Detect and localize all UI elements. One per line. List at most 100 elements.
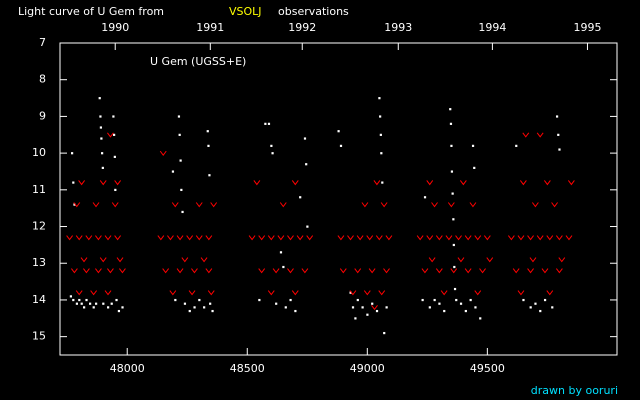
y-tick-label: 14 xyxy=(32,293,46,306)
x2-tick-label: 1992 xyxy=(288,21,316,34)
observation-point xyxy=(450,170,454,173)
upper-limit-mark xyxy=(99,180,107,186)
observation-point xyxy=(379,115,382,118)
upper-limit-mark xyxy=(248,235,256,241)
upper-limit-mark xyxy=(558,257,566,263)
observation-point xyxy=(452,218,455,221)
observation-point xyxy=(371,302,374,305)
observation-point xyxy=(85,298,88,302)
observation-point xyxy=(121,306,124,309)
upper-limit-mark xyxy=(474,235,482,241)
observation-point xyxy=(209,302,212,305)
upper-limit-mark xyxy=(83,268,90,274)
observation-point xyxy=(177,115,181,118)
observation-point xyxy=(179,159,182,162)
observation-point xyxy=(92,306,95,309)
upper-limit-mark xyxy=(301,268,309,274)
observation-point xyxy=(112,115,115,118)
upper-limit-mark xyxy=(195,202,203,208)
observation-point xyxy=(337,130,340,133)
upper-limit-mark xyxy=(428,257,436,263)
x2-tick-label: 1990 xyxy=(101,21,129,34)
observation-point xyxy=(349,291,352,294)
observation-point xyxy=(471,144,475,147)
observation-point xyxy=(279,251,283,254)
observation-point xyxy=(117,309,121,313)
upper-limit-mark xyxy=(205,235,213,241)
observation-point xyxy=(183,302,187,305)
observation-point xyxy=(73,203,76,206)
upper-limit-mark xyxy=(522,132,530,138)
observation-point xyxy=(282,265,285,269)
observation-point xyxy=(198,298,201,302)
upper-limit-mark xyxy=(368,268,376,274)
upper-limit-mark xyxy=(447,202,455,208)
observation-point xyxy=(98,97,101,100)
upper-limit-mark xyxy=(546,290,554,296)
observation-point xyxy=(284,306,287,309)
upper-limit-mark xyxy=(169,290,177,296)
upper-limit-mark xyxy=(253,180,261,186)
upper-limit-mark xyxy=(119,268,126,274)
upper-limit-mark xyxy=(464,268,472,274)
observation-point xyxy=(421,298,424,302)
observation-point xyxy=(102,302,105,305)
observation-point xyxy=(450,144,453,147)
observation-point xyxy=(180,188,183,192)
upper-limit-mark xyxy=(191,268,198,274)
upper-limit-mark xyxy=(517,235,525,241)
upper-limit-mark xyxy=(162,268,170,274)
upper-limit-mark xyxy=(455,235,462,241)
observation-point xyxy=(171,170,175,173)
observation-point xyxy=(474,306,477,309)
observation-point xyxy=(72,181,75,184)
observation-point xyxy=(271,152,274,155)
upper-limit-mark xyxy=(176,235,184,241)
upper-limit-mark xyxy=(181,257,189,263)
observation-point xyxy=(101,152,104,155)
upper-limit-mark xyxy=(457,257,465,263)
x2-tick-label: 1994 xyxy=(478,21,506,34)
upper-limit-mark xyxy=(555,268,563,274)
upper-limit-mark xyxy=(73,202,81,208)
upper-limit-mark xyxy=(195,235,203,241)
upper-limit-mark xyxy=(366,235,374,241)
upper-limit-mark xyxy=(287,235,294,241)
upper-limit-mark xyxy=(75,235,83,241)
y-tick-label: 7 xyxy=(39,36,46,49)
upper-limit-mark xyxy=(536,132,544,138)
y-tick-label: 11 xyxy=(32,183,46,196)
observation-point xyxy=(208,174,211,177)
x2-tick-label: 1991 xyxy=(196,21,224,34)
observation-point xyxy=(78,298,81,302)
observation-point xyxy=(555,115,559,118)
upper-limit-mark xyxy=(383,268,390,274)
chart-title: Light curve of U Gem from xyxy=(18,5,164,18)
upper-limit-mark xyxy=(435,268,443,274)
observation-point xyxy=(267,122,271,125)
observation-point xyxy=(438,302,441,305)
observation-point xyxy=(99,126,103,129)
upper-limit-mark xyxy=(95,268,102,274)
chart-source: VSOLJ xyxy=(229,5,262,18)
upper-limit-mark xyxy=(426,235,434,241)
observation-point xyxy=(99,115,102,118)
observation-point xyxy=(557,133,560,136)
upper-limit-mark xyxy=(85,235,93,241)
upper-limit-mark xyxy=(378,290,386,296)
observation-point xyxy=(75,302,79,305)
observation-point xyxy=(110,302,113,305)
upper-limit-mark xyxy=(277,235,285,241)
x2-tick-label: 1995 xyxy=(573,21,601,34)
upper-limit-mark xyxy=(80,257,88,263)
upper-limit-mark xyxy=(354,268,362,274)
upper-limit-mark xyxy=(279,202,287,208)
upper-limit-mark xyxy=(200,257,208,263)
y-tick-label: 13 xyxy=(32,256,46,269)
upper-limit-mark xyxy=(186,235,194,241)
observation-point xyxy=(354,317,357,320)
upper-limit-mark xyxy=(421,268,429,274)
observation-point xyxy=(451,192,454,195)
observation-point xyxy=(207,144,210,147)
observation-point xyxy=(380,152,383,155)
